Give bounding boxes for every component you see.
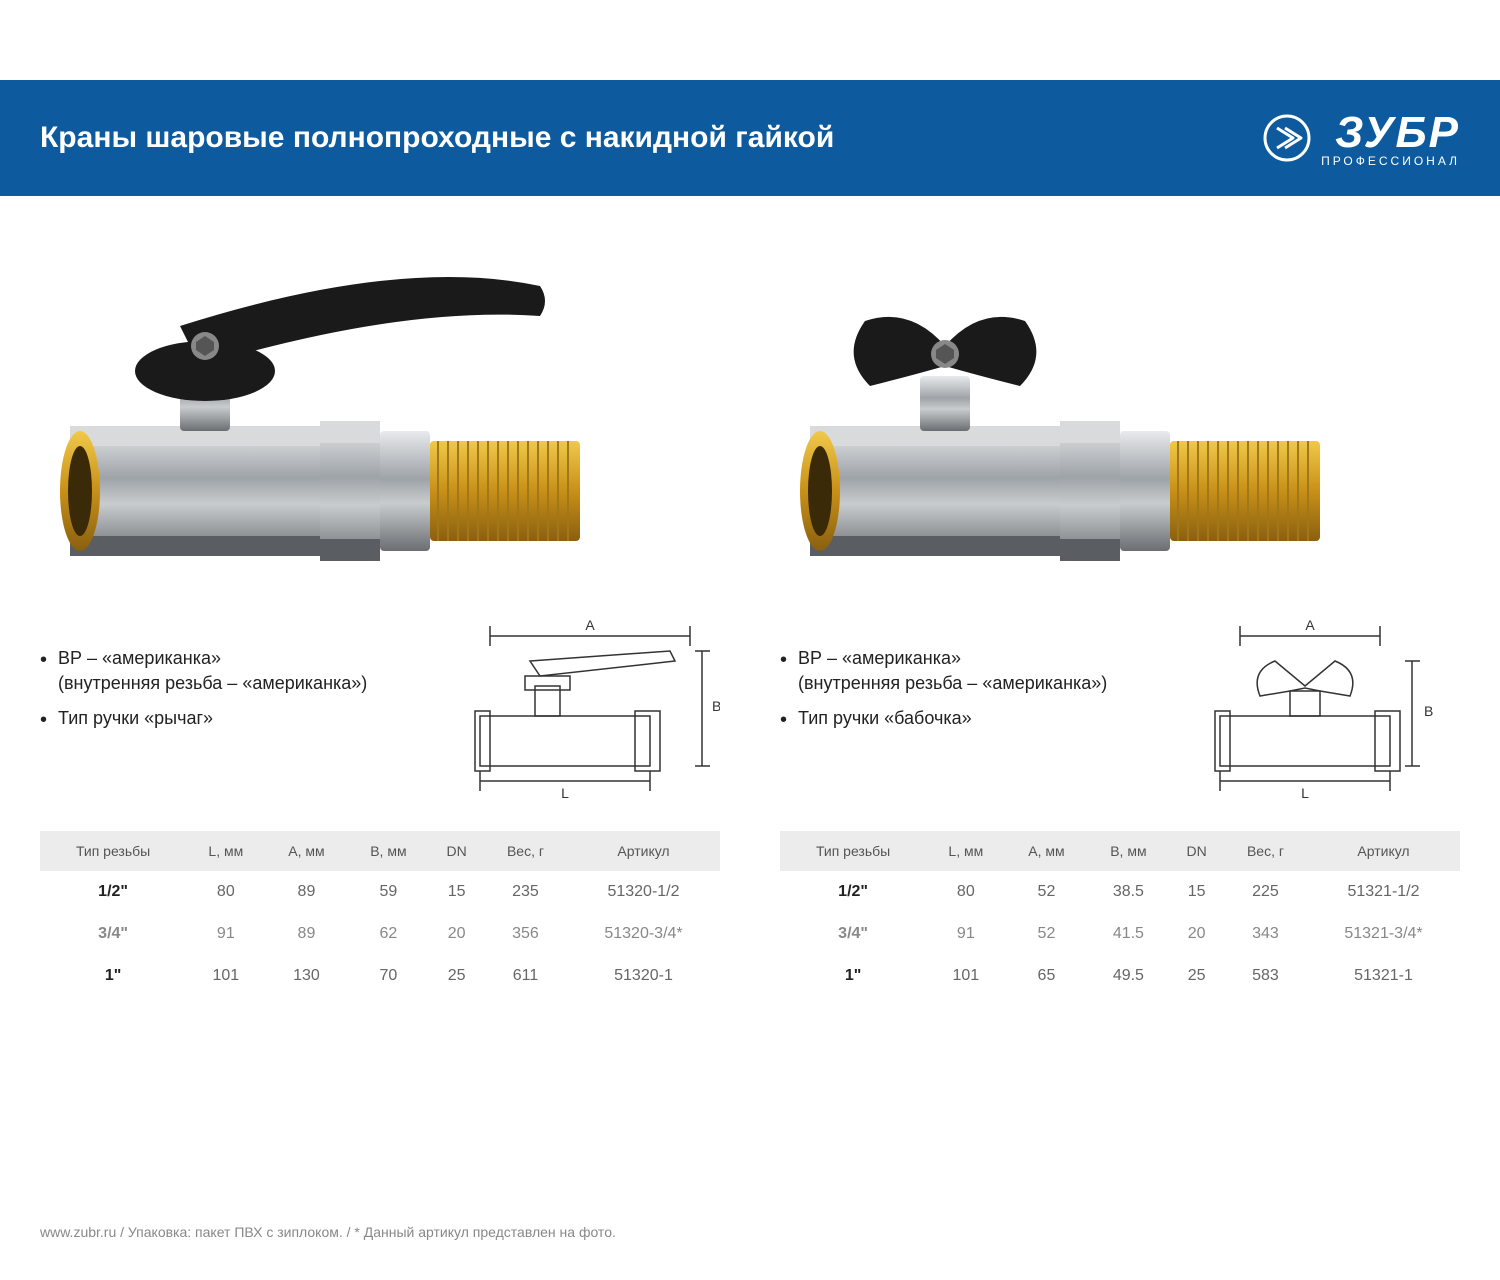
table-header: Тип резьбы <box>780 831 926 871</box>
table-header: A, мм <box>265 831 347 871</box>
bullet-item: ВР – «американка»(внутренняя резьба – «а… <box>40 646 420 696</box>
table-cell: 52 <box>1005 871 1087 913</box>
table-cell: 65 <box>1005 955 1087 997</box>
table-cell: 51321-1 <box>1307 955 1460 997</box>
table-cell: 15 <box>429 871 484 913</box>
table-header: Вес, г <box>484 831 567 871</box>
svg-text:B: B <box>1424 703 1433 719</box>
table-header: A, мм <box>1005 831 1087 871</box>
table-cell: 15 <box>1169 871 1224 913</box>
table-cell: 25 <box>429 955 484 997</box>
table-header: Тип резьбы <box>40 831 186 871</box>
table-cell: 1/2" <box>780 871 926 913</box>
product-image-butterfly <box>780 226 1460 606</box>
table-row: 1/2"8089591523551320-1/2 <box>40 871 720 913</box>
table-row: 3/4"915241.52034351321-3/4* <box>780 913 1460 955</box>
table-cell: 41.5 <box>1087 913 1169 955</box>
table-header: L, мм <box>926 831 1005 871</box>
svg-text:A: A <box>585 617 595 633</box>
table-cell: 3/4" <box>780 913 926 955</box>
table-cell: 235 <box>484 871 567 913</box>
bullet-item: Тип ручки «рычаг» <box>40 706 420 731</box>
table-cell: 89 <box>265 871 347 913</box>
table-header: B, мм <box>347 831 429 871</box>
logo-icon <box>1263 114 1311 162</box>
table-cell: 91 <box>926 913 1005 955</box>
table-cell: 20 <box>429 913 484 955</box>
table-header: Вес, г <box>1224 831 1307 871</box>
table-header: B, мм <box>1087 831 1169 871</box>
table-cell: 70 <box>347 955 429 997</box>
table-cell: 51321-1/2 <box>1307 871 1460 913</box>
table-row: 1"101130702561151320-1 <box>40 955 720 997</box>
table-row: 1/2"805238.51522551321-1/2 <box>780 871 1460 913</box>
svg-text:A: A <box>1305 617 1315 633</box>
table-cell: 51320-1 <box>567 955 720 997</box>
right-panel: ВР – «американка»(внутренняя резьба – «а… <box>780 226 1460 997</box>
svg-text:L: L <box>561 785 569 801</box>
brand-subtitle: ПРОФЕССИОНАЛ <box>1321 154 1460 168</box>
right-spec-table: Тип резьбыL, ммA, ммB, ммDNВес, гАртикул… <box>780 831 1460 997</box>
bullet-item: Тип ручки «бабочка» <box>780 706 1160 731</box>
table-cell: 80 <box>186 871 265 913</box>
table-cell: 49.5 <box>1087 955 1169 997</box>
schematic-lever: A B <box>440 606 720 811</box>
header-band: Краны шаровые полнопроходные с накидной … <box>0 80 1500 196</box>
table-header: Артикул <box>567 831 720 871</box>
table-cell: 101 <box>186 955 265 997</box>
table-cell: 59 <box>347 871 429 913</box>
table-cell: 343 <box>1224 913 1307 955</box>
table-header: DN <box>1169 831 1224 871</box>
table-cell: 1/2" <box>40 871 186 913</box>
brand-name: ЗУБР <box>1335 108 1460 158</box>
table-cell: 80 <box>926 871 1005 913</box>
table-cell: 356 <box>484 913 567 955</box>
bullet-item: ВР – «американка»(внутренняя резьба – «а… <box>780 646 1160 696</box>
product-image-lever <box>40 226 720 606</box>
table-cell: 51320-3/4* <box>567 913 720 955</box>
brand-logo: ЗУБР ПРОФЕССИОНАЛ <box>1263 108 1460 168</box>
table-cell: 89 <box>265 913 347 955</box>
left-panel: ВР – «американка»(внутренняя резьба – «а… <box>40 226 720 997</box>
table-cell: 1" <box>40 955 186 997</box>
table-cell: 1" <box>780 955 926 997</box>
table-cell: 51321-3/4* <box>1307 913 1460 955</box>
table-cell: 3/4" <box>40 913 186 955</box>
table-cell: 101 <box>926 955 1005 997</box>
right-bullets: ВР – «американка»(внутренняя резьба – «а… <box>780 606 1160 742</box>
svg-text:B: B <box>712 698 720 714</box>
table-cell: 225 <box>1224 871 1307 913</box>
table-cell: 38.5 <box>1087 871 1169 913</box>
left-bullets: ВР – «американка»(внутренняя резьба – «а… <box>40 606 420 742</box>
table-cell: 20 <box>1169 913 1224 955</box>
svg-text:L: L <box>1301 785 1309 801</box>
table-header: Артикул <box>1307 831 1460 871</box>
table-row: 3/4"9189622035651320-3/4* <box>40 913 720 955</box>
table-row: 1"1016549.52558351321-1 <box>780 955 1460 997</box>
table-cell: 25 <box>1169 955 1224 997</box>
table-cell: 130 <box>265 955 347 997</box>
table-cell: 51320-1/2 <box>567 871 720 913</box>
left-spec-table: Тип резьбыL, ммA, ммB, ммDNВес, гАртикул… <box>40 831 720 997</box>
page-title: Краны шаровые полнопроходные с накидной … <box>40 121 834 155</box>
table-header: DN <box>429 831 484 871</box>
table-cell: 611 <box>484 955 567 997</box>
table-cell: 52 <box>1005 913 1087 955</box>
schematic-butterfly: A B L <box>1180 606 1460 811</box>
content-area: ВР – «американка»(внутренняя резьба – «а… <box>0 196 1500 997</box>
table-header: L, мм <box>186 831 265 871</box>
footer-note: www.zubr.ru / Упаковка: пакет ПВХ с зипл… <box>40 1224 616 1240</box>
table-cell: 91 <box>186 913 265 955</box>
table-cell: 583 <box>1224 955 1307 997</box>
table-cell: 62 <box>347 913 429 955</box>
